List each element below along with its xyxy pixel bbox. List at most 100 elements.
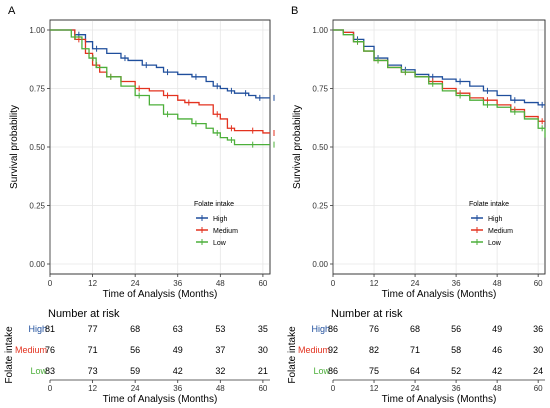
risk-cell: 49	[492, 324, 502, 334]
risk-cell: 52	[451, 366, 461, 376]
risk-cell: 42	[492, 366, 502, 376]
risk-cell: 37	[215, 345, 225, 355]
legend-title: Folate intake	[194, 201, 234, 208]
risk-x-tick-label: 12	[88, 384, 97, 393]
risk-x-tick-label: 24	[131, 384, 140, 393]
risk-cell: 30	[258, 345, 268, 355]
risk-row-label: Low	[30, 366, 47, 376]
risk-cell: 77	[88, 324, 98, 334]
risk-row-label: Medium	[15, 345, 47, 355]
risk-cell: 59	[130, 366, 140, 376]
panel-label: B	[291, 5, 298, 17]
x-axis-label: Time of Analysis (Months)	[103, 289, 218, 300]
risk-x-tick-label: 36	[173, 384, 182, 393]
x-tick-label: 24	[131, 279, 140, 288]
y-tick-label: 1.00	[312, 26, 328, 35]
risk-cell: 81	[45, 324, 55, 334]
x-tick-label: 24	[411, 279, 420, 288]
y-tick-label: 0.25	[312, 202, 328, 211]
y-tick-label: 0.25	[29, 202, 45, 211]
x-axis-label: Time of Analysis (Months)	[382, 289, 497, 300]
y-axis-label: Survival probability	[292, 105, 303, 189]
risk-cell: 30	[533, 345, 543, 355]
risk-cell: 86	[328, 366, 338, 376]
x-tick-label: 60	[534, 279, 543, 288]
risk-table-title: Number at risk	[48, 308, 120, 320]
risk-cell: 24	[533, 366, 543, 376]
risk-row-label: Medium	[298, 345, 330, 355]
risk-row-label: High	[311, 324, 330, 334]
y-tick-label: 0.00	[312, 260, 328, 269]
x-tick-label: 60	[258, 279, 267, 288]
legend-label: Medium	[488, 228, 513, 235]
risk-cell: 32	[215, 366, 225, 376]
risk-x-tick-label: 60	[258, 384, 267, 393]
risk-cell: 21	[258, 366, 268, 376]
km-curve-low	[333, 29, 546, 138]
risk-cell: 82	[369, 345, 379, 355]
x-tick-label: 48	[216, 279, 225, 288]
risk-cell: 53	[215, 324, 225, 334]
legend-label: Low	[488, 240, 502, 247]
legend-label: Low	[213, 240, 227, 247]
plot-frame	[49, 19, 271, 275]
risk-table-title: Number at risk	[331, 308, 403, 320]
risk-x-axis-label: Time of Analysis (Months)	[103, 394, 218, 405]
risk-cell: 75	[369, 366, 379, 376]
risk-cell: 86	[328, 324, 338, 334]
risk-cell: 76	[45, 345, 55, 355]
risk-cell: 83	[45, 366, 55, 376]
y-tick-label: 0.00	[29, 260, 45, 269]
risk-y-axis-label: Folate intake	[4, 326, 15, 384]
risk-cell: 49	[173, 345, 183, 355]
risk-cell: 56	[130, 345, 140, 355]
panel-a: A 0.00 0.25 0.50 0.75 1.00 0 12 24 36 48 60 Time of …	[4, 5, 275, 405]
km-curve-high	[50, 29, 270, 99]
risk-x-tick-label: 0	[48, 384, 53, 393]
x-tick-label: 48	[493, 279, 502, 288]
x-tick-label: 36	[173, 279, 182, 288]
panel-b: B 0.00 0.25 0.50 0.75 1.00 0 12 24 36 48 60 Time of …	[287, 5, 546, 405]
risk-cell: 68	[130, 324, 140, 334]
risk-cell: 92	[328, 345, 338, 355]
y-tick-label: 0.75	[29, 85, 45, 94]
risk-cell: 63	[173, 324, 183, 334]
risk-row-label: High	[28, 324, 47, 334]
risk-x-axis-label: Time of Analysis (Months)	[382, 394, 497, 405]
y-tick-label: 0.50	[29, 143, 45, 152]
risk-cell: 73	[88, 366, 98, 376]
risk-cell: 76	[369, 324, 379, 334]
panel-label: A	[8, 5, 16, 17]
x-tick-label: 12	[88, 279, 97, 288]
risk-row-label: Low	[313, 366, 330, 376]
legend-label: High	[213, 216, 228, 223]
risk-x-tick-label: 24	[411, 384, 420, 393]
y-tick-label: 0.50	[312, 143, 328, 152]
risk-x-tick-label: 60	[534, 384, 543, 393]
risk-x-tick-label: 48	[493, 384, 502, 393]
risk-cell: 58	[451, 345, 461, 355]
risk-cell: 71	[88, 345, 98, 355]
risk-cell: 68	[410, 324, 420, 334]
risk-cell: 42	[173, 366, 183, 376]
km-curve-low	[50, 29, 270, 146]
plot-frame	[332, 19, 546, 275]
risk-x-tick-label: 0	[331, 384, 336, 393]
risk-cell: 56	[451, 324, 461, 334]
risk-cell: 46	[492, 345, 502, 355]
risk-cell: 36	[533, 324, 543, 334]
risk-y-axis-label: Folate intake	[287, 326, 298, 384]
risk-x-tick-label: 36	[452, 384, 461, 393]
risk-cell: 35	[258, 324, 268, 334]
legend-label: High	[488, 216, 503, 223]
x-tick-label: 0	[331, 279, 336, 288]
risk-x-tick-label: 48	[216, 384, 225, 393]
y-axis-label: Survival probability	[9, 105, 20, 189]
y-tick-label: 1.00	[29, 26, 45, 35]
y-tick-label: 0.75	[312, 85, 328, 94]
legend-label: Medium	[213, 228, 238, 235]
risk-cell: 64	[410, 366, 420, 376]
risk-x-tick-label: 12	[370, 384, 379, 393]
risk-cell: 71	[410, 345, 420, 355]
